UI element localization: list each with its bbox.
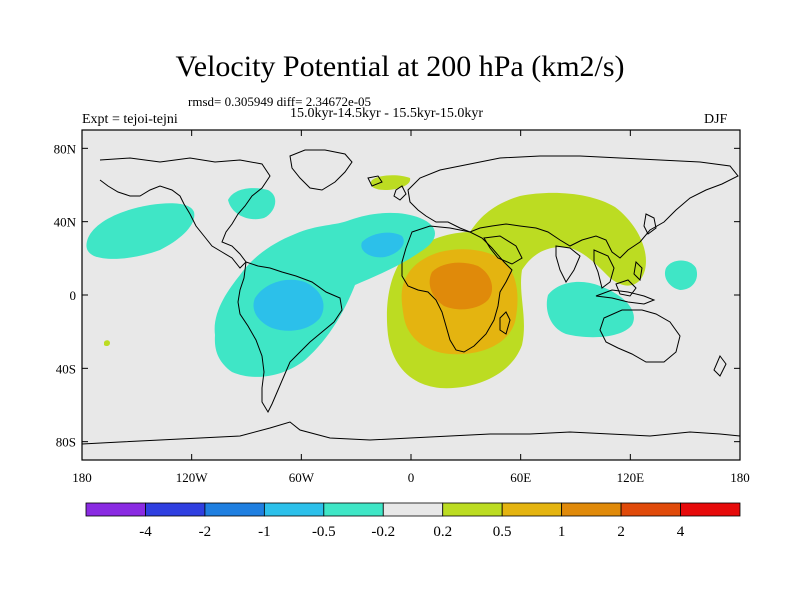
coast-greenland	[289, 149, 353, 191]
colorbar-swatch	[561, 502, 622, 517]
colorbar-swatch	[323, 502, 384, 517]
longitude-axis: 180 120W 60W 0 60E 120E 180	[72, 130, 750, 485]
contour-positive-0.2-small	[370, 175, 411, 190]
colorbar-swatch	[263, 502, 325, 517]
contour-negative-0.2-australia	[546, 281, 634, 338]
colorbar-swatch	[145, 502, 206, 517]
stats-subtitle: rmsd= 0.305949 diff= 2.34672e-05	[188, 94, 372, 109]
period-subtitle: 15.0kyr-14.5kyr - 15.5kyr-15.0kyr	[290, 106, 484, 121]
coast-indonesia	[595, 289, 656, 305]
coast-indochina	[593, 249, 615, 289]
colorbar-label: 1	[558, 524, 566, 540]
colorbar-label: -0.2	[371, 524, 395, 540]
lon-tick-label: 120W	[176, 470, 209, 485]
lon-tick-label: 0	[408, 470, 415, 485]
lat-tick-label: 80S	[56, 435, 76, 450]
contour-negative-0.5-south-america	[253, 279, 324, 331]
lon-tick-label: 60W	[289, 470, 315, 485]
colorbar-label: -1	[258, 524, 271, 540]
coast-india	[555, 245, 581, 283]
coast-antarctica	[82, 421, 740, 445]
colorbar-swatch	[680, 502, 741, 517]
coastlines	[82, 149, 740, 445]
colorbar-swatch	[620, 502, 681, 517]
colorbar-swatch	[382, 502, 444, 517]
contour-fills	[86, 175, 698, 389]
coast-japan	[643, 213, 657, 235]
coast-africa	[401, 225, 513, 353]
colorbar-swatch	[442, 502, 503, 517]
colorbar-label: -2	[199, 524, 212, 540]
coast-borneo	[615, 279, 637, 297]
lon-tick-label: 180	[72, 470, 92, 485]
experiment-label: Expt = tejoi-tejni	[82, 112, 178, 127]
map-title: Velocity Potential at 200 hPa (km2/s)	[175, 50, 625, 83]
colorbar-label: -4	[139, 524, 152, 540]
contour-negative-0.2-west-pacific	[664, 260, 698, 290]
coast-british-isles	[393, 185, 407, 201]
season-label: DJF	[704, 112, 728, 127]
colorbar-label: 4	[677, 524, 685, 540]
latitude-axis: 80N 40N 0 40S 80S	[54, 141, 740, 450]
colorbar-swatch	[204, 502, 265, 517]
lon-tick-label: 60E	[510, 470, 531, 485]
contour-negative-0.5-atlantic	[361, 232, 404, 258]
lon-tick-label: 120E	[617, 470, 645, 485]
coast-philippines	[633, 260, 643, 282]
coast-south-america	[237, 261, 343, 414]
lat-tick-label: 0	[70, 288, 77, 303]
contour-positive-1	[429, 262, 493, 310]
colorbar-swatch	[85, 502, 146, 517]
colorbar-label: 0.2	[433, 524, 452, 540]
contour-negative-0.2-pacific	[86, 203, 195, 259]
coast-new-zealand	[713, 355, 727, 377]
colorbar: -4 -2 -1 -0.5 -0.2 0.2 0.5 1 2 4	[85, 502, 741, 540]
lon-tick-label: 180	[730, 470, 750, 485]
colorbar-label: 2	[617, 524, 625, 540]
colorbar-swatch	[501, 502, 563, 517]
coast-eurasia	[407, 155, 739, 259]
colorbar-label: 0.5	[493, 524, 512, 540]
colorbar-label: -0.5	[312, 524, 336, 540]
lat-tick-label: 80N	[54, 141, 77, 156]
coast-iceland	[367, 175, 383, 187]
contour-negative-0.2-dot	[104, 340, 110, 347]
coast-arabia	[483, 235, 523, 265]
coast-madagascar	[499, 311, 511, 335]
lat-tick-label: 40N	[54, 215, 77, 230]
lat-tick-label: 40S	[56, 361, 76, 376]
coast-australia	[599, 309, 681, 363]
